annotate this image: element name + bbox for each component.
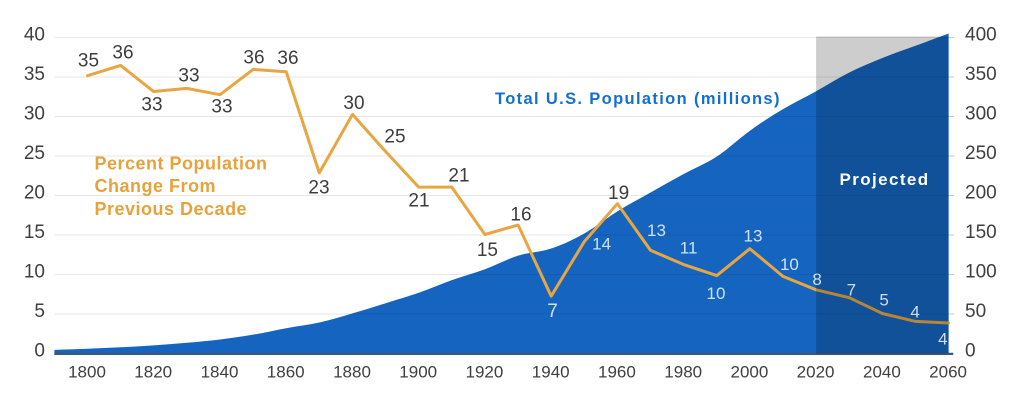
- svg-text:2040: 2040: [863, 363, 901, 382]
- svg-text:100: 100: [965, 261, 997, 282]
- svg-text:33: 33: [211, 97, 232, 118]
- svg-text:15: 15: [24, 222, 45, 243]
- svg-text:150: 150: [965, 222, 997, 243]
- svg-text:36: 36: [243, 48, 264, 69]
- svg-text:2000: 2000: [730, 363, 768, 382]
- svg-text:300: 300: [965, 103, 997, 124]
- svg-text:33: 33: [141, 95, 162, 116]
- svg-text:2020: 2020: [797, 363, 835, 382]
- svg-text:21: 21: [408, 191, 429, 212]
- svg-text:Projected: Projected: [839, 170, 929, 189]
- svg-text:5: 5: [879, 290, 888, 309]
- svg-text:1920: 1920: [465, 363, 503, 382]
- svg-text:1880: 1880: [333, 363, 371, 382]
- svg-text:14: 14: [592, 234, 611, 253]
- svg-text:8: 8: [812, 270, 821, 289]
- svg-text:1800: 1800: [68, 363, 106, 382]
- svg-text:4: 4: [938, 330, 947, 349]
- svg-text:36: 36: [112, 43, 133, 64]
- svg-text:35: 35: [78, 51, 99, 72]
- svg-text:35: 35: [24, 64, 45, 85]
- svg-text:250: 250: [965, 143, 997, 164]
- svg-text:30: 30: [24, 103, 45, 124]
- svg-text:23: 23: [308, 178, 329, 199]
- svg-text:25: 25: [384, 126, 405, 147]
- svg-text:1840: 1840: [201, 363, 239, 382]
- svg-text:1900: 1900: [399, 363, 437, 382]
- svg-text:19: 19: [608, 183, 629, 204]
- svg-text:400: 400: [965, 24, 997, 45]
- svg-text:10: 10: [707, 284, 726, 303]
- svg-text:0: 0: [965, 340, 976, 361]
- svg-text:10: 10: [24, 261, 45, 282]
- svg-text:25: 25: [24, 143, 45, 164]
- svg-text:2060: 2060: [929, 363, 967, 382]
- svg-text:0: 0: [34, 340, 45, 361]
- svg-text:16: 16: [510, 205, 531, 226]
- svg-text:13: 13: [744, 227, 763, 246]
- svg-text:50: 50: [965, 301, 986, 322]
- svg-text:4: 4: [910, 303, 919, 322]
- svg-text:Change From: Change From: [95, 176, 217, 196]
- svg-text:33: 33: [178, 66, 199, 87]
- svg-text:1960: 1960: [598, 363, 636, 382]
- svg-text:7: 7: [847, 281, 856, 300]
- svg-text:20: 20: [24, 182, 45, 203]
- svg-text:Percent Population: Percent Population: [95, 154, 268, 174]
- svg-text:Total U.S. Population (millio: Total U.S. Population (millions): [495, 90, 781, 108]
- svg-text:200: 200: [965, 182, 997, 203]
- svg-text:5: 5: [34, 301, 45, 322]
- svg-text:350: 350: [965, 64, 997, 85]
- svg-text:30: 30: [343, 93, 364, 114]
- svg-text:7: 7: [547, 301, 558, 322]
- svg-text:1940: 1940: [532, 363, 570, 382]
- svg-text:36: 36: [277, 48, 298, 69]
- svg-text:1980: 1980: [664, 363, 702, 382]
- svg-text:10: 10: [780, 255, 799, 274]
- svg-text:15: 15: [477, 240, 498, 261]
- svg-text:21: 21: [448, 166, 469, 187]
- svg-text:13: 13: [647, 221, 666, 240]
- svg-text:Previous Decade: Previous Decade: [95, 199, 248, 219]
- svg-text:1860: 1860: [267, 363, 305, 382]
- svg-text:11: 11: [680, 238, 698, 257]
- svg-text:1820: 1820: [134, 363, 172, 382]
- svg-text:40: 40: [24, 24, 45, 45]
